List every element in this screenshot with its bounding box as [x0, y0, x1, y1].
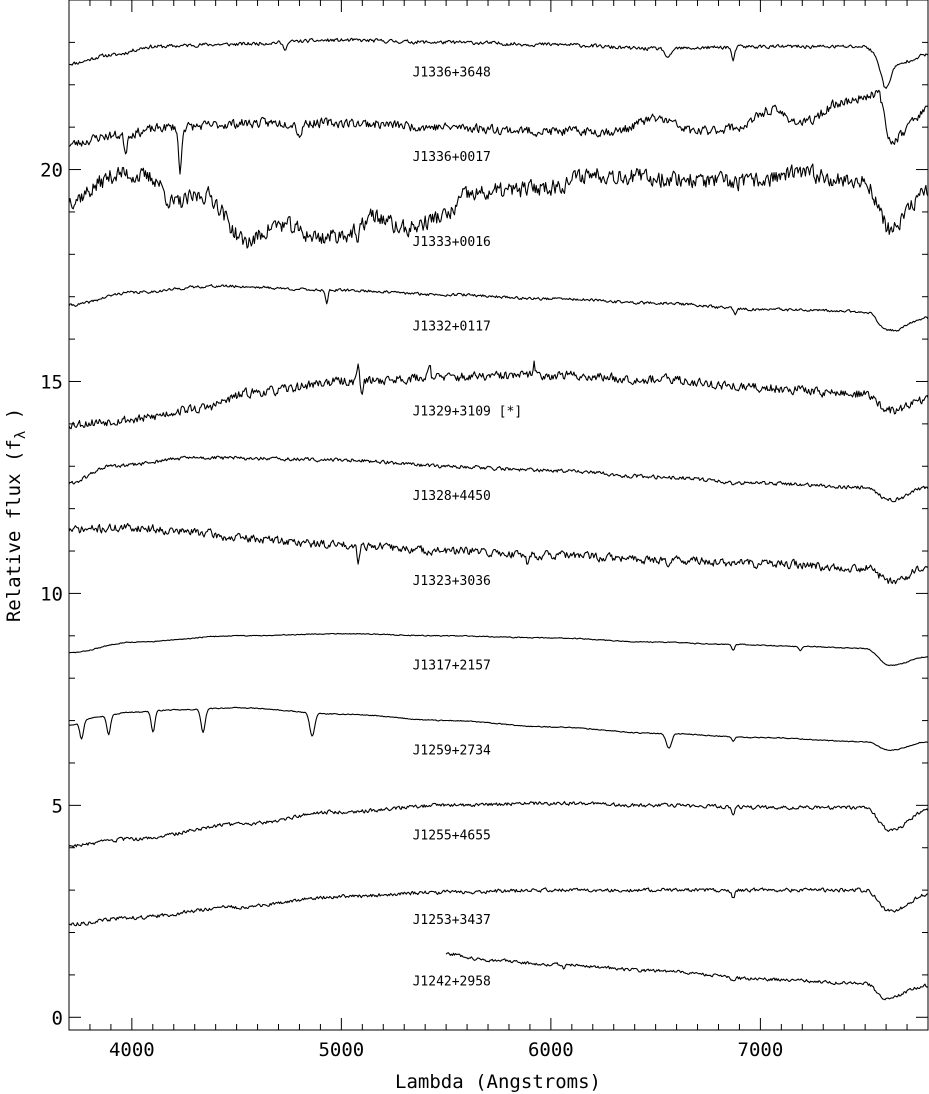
- series-label: J1259+2734: [413, 743, 491, 758]
- y-axis-title: Relative flux (fλ ): [3, 408, 29, 622]
- series-label: J1253+3437: [413, 913, 491, 928]
- series-label: J1336+0017: [413, 150, 491, 165]
- series-label: J1323+3036: [413, 574, 491, 589]
- plot-frame: [68, 0, 929, 1031]
- series-label: J1328+4450: [413, 489, 491, 504]
- y-axis-ticks: 0 5 10 15 20: [40, 41, 928, 1029]
- y-tick-label: 10: [40, 583, 63, 605]
- x-tick-label: 5000: [318, 1039, 364, 1061]
- x-tick-label: 6000: [528, 1039, 574, 1061]
- spectra-series: J1336+3648 J1336+0017 J1333+0016 J1332+0117…: [68, 37, 929, 1001]
- spectrum-line: [68, 706, 929, 751]
- series-label: J1317+2157: [413, 659, 491, 674]
- series-label: J1333+0016: [413, 235, 491, 250]
- y-tick-label: 0: [52, 1007, 63, 1029]
- spectrum-line: [68, 801, 929, 848]
- y-tick-label: 15: [40, 371, 63, 393]
- spectrum-line: [68, 37, 929, 89]
- series-label: J1332+0117: [413, 320, 491, 335]
- y-axis-title-subscript: λ: [13, 431, 29, 439]
- series-label: J1242+2958: [413, 974, 491, 989]
- y-axis-title-main: Relative flux (f: [3, 439, 25, 622]
- spectrum-line: [68, 163, 929, 249]
- y-tick-label: 20: [40, 160, 63, 182]
- series-label: J1329+3109 [*]: [413, 404, 523, 419]
- x-axis-title: Lambda (Angstroms): [395, 1071, 601, 1093]
- series-label: J1255+4655: [413, 828, 491, 843]
- spectrum-line: [68, 887, 929, 927]
- spectrum-line: [68, 455, 929, 503]
- y-axis-title-suffix: ): [3, 408, 25, 431]
- x-tick-label: 4000: [109, 1039, 155, 1061]
- x-axis-ticks: 4000 5000 6000 7000: [89, 0, 929, 1061]
- spectrum-line: [68, 284, 929, 332]
- spectrum-line: [68, 360, 929, 430]
- spectrum-line: [68, 522, 929, 585]
- spectrum-line: [68, 632, 929, 667]
- x-tick-label: 7000: [738, 1039, 784, 1061]
- spectrum-line: [445, 952, 929, 1001]
- y-tick-label: 5: [52, 795, 63, 817]
- series-label: J1336+3648: [413, 65, 491, 80]
- spectrum-line: [68, 89, 929, 175]
